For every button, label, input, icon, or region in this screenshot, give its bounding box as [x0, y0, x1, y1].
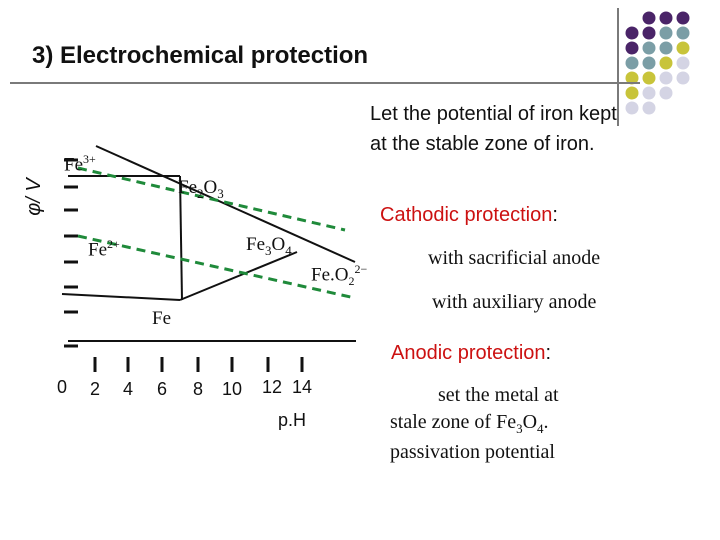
x-tick-label: 12 14 [262, 377, 313, 397]
decorative-vertical-line [617, 8, 619, 126]
label-fe3: Fe3+ [64, 152, 96, 176]
cathodic-item-1: with sacrificial anode [428, 247, 601, 269]
decorative-dot [642, 26, 656, 40]
decorative-dot [642, 71, 656, 85]
x-tick-label: 10 [222, 379, 243, 399]
label-fe: Fe [152, 308, 171, 329]
label-fe2: Fe2+ [88, 237, 120, 261]
water-stability-lines [77, 166, 356, 300]
decorative-dot [676, 41, 690, 55]
x-tick-label: 6 [157, 379, 168, 399]
note-line-1: Let the potential of iron kept [370, 103, 617, 125]
decorative-dot [676, 56, 690, 70]
decorative-dot [642, 11, 656, 25]
decorative-dot [625, 26, 639, 40]
decorative-dot [659, 41, 673, 55]
x-tick-label: 4 [123, 379, 134, 399]
x-tick-label: 0 [57, 377, 68, 397]
decorative-horizontal-line [10, 82, 640, 84]
decorative-dot [625, 86, 639, 100]
anodic-line-1: set the metal at [438, 384, 559, 406]
decorative-dot [642, 41, 656, 55]
anodic-heading: Anodic protection: [391, 342, 552, 364]
decorative-dot [625, 41, 639, 55]
x-axis-label: p.H [278, 410, 307, 430]
decorative-dot [659, 11, 673, 25]
x-axis-ticks [93, 357, 304, 372]
decorative-dot [659, 26, 673, 40]
decorative-dot-grid [625, 11, 690, 115]
decorative-dot [625, 101, 639, 115]
decorative-dot [676, 71, 690, 85]
decorative-dot [659, 71, 673, 85]
label-fe3o4: Fe3O4 [246, 234, 292, 258]
cathodic-item-2: with auxiliary anode [432, 291, 597, 313]
decorative-dot [625, 71, 639, 85]
label-feo2: Fe.O22− [311, 262, 368, 289]
phase-boundaries [61, 145, 356, 342]
x-tick-label: 2 [90, 379, 101, 399]
cathodic-heading: Cathodic protection: [380, 204, 558, 226]
decorative-dot [625, 56, 639, 70]
label-fe2o3: Fe2O3 [178, 177, 224, 201]
anodic-line-3: passivation potential [390, 441, 555, 463]
y-axis-label: φ/ V [23, 178, 45, 216]
decorative-dot [659, 86, 673, 100]
y-axis-ticks [64, 158, 78, 348]
decorative-dot [676, 11, 690, 25]
decorative-dot [659, 56, 673, 70]
decorative-dot [642, 101, 656, 115]
x-tick-label: 8 [193, 379, 204, 399]
note-line-2: at the stable zone of iron. [370, 133, 595, 155]
anodic-line-2: stale zone of Fe3O4. [390, 411, 549, 436]
decorative-dot [676, 26, 690, 40]
slide-title: 3) Electrochemical protection [32, 42, 369, 69]
decorative-dot [642, 86, 656, 100]
decorative-dot [642, 56, 656, 70]
